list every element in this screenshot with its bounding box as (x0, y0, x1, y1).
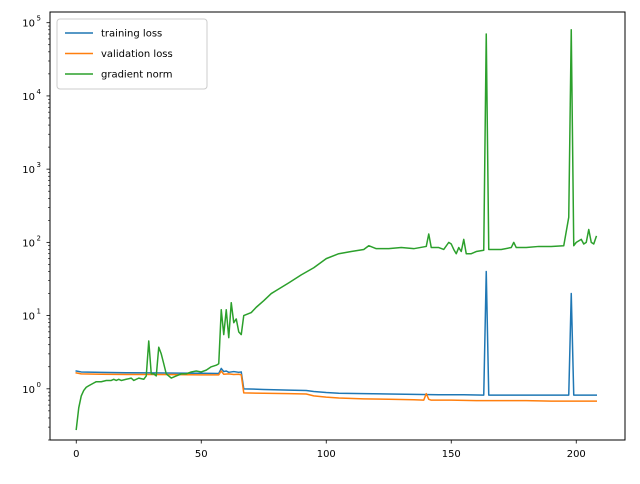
y-tick-label-base: 10 (22, 238, 35, 249)
legend-item: training loss (65, 29, 162, 40)
x-tick-label: 150 (442, 449, 461, 460)
y-tick-label-base: 10 (22, 312, 35, 323)
y-tick-label-base: 10 (22, 92, 35, 103)
y-tick-label: 10 4 (22, 88, 41, 103)
series-line-validation-loss (75, 370, 597, 402)
x-tick-label: 200 (567, 449, 586, 460)
y-tick-label-base: 10 (22, 385, 35, 396)
y-tick-label-exponent: 2 (37, 234, 41, 242)
y-tick-label-exponent: 3 (37, 161, 41, 169)
x-tick-label: 0 (73, 449, 79, 460)
x-tick-label: 50 (195, 449, 208, 460)
legend-label: gradient norm (101, 70, 172, 81)
legend-item: gradient norm (65, 70, 172, 81)
legend: training loss validation loss gradient nor… (56, 18, 208, 90)
series-line-gradient-norm (75, 29, 598, 431)
legend-item: validation loss (65, 49, 173, 60)
y-tick-label: 10 0 (22, 381, 41, 396)
legend-label: training loss (101, 29, 162, 40)
x-axis-ticks: 0 50 100 150 200 (73, 440, 586, 460)
y-tick-label-exponent: 0 (37, 381, 41, 389)
legend-entries: training loss validation loss gradient nor… (65, 29, 173, 81)
axes-frame (49, 11, 626, 441)
legend-box (56, 18, 208, 90)
y-tick-label-base: 10 (22, 19, 35, 30)
series-layer (75, 29, 598, 431)
series-line-training-loss (75, 270, 597, 396)
x-tick-label: 100 (317, 449, 336, 460)
y-tick-label: 10 2 (22, 234, 41, 249)
y-tick-label: 10 1 (22, 308, 41, 323)
y-tick-label: 10 5 (22, 15, 41, 30)
y-tick-label-exponent: 5 (37, 15, 41, 23)
y-tick-label: 10 3 (22, 161, 41, 176)
y-tick-label-exponent: 1 (37, 308, 41, 316)
y-tick-label-base: 10 (22, 165, 35, 176)
y-tick-label-exponent: 4 (37, 88, 42, 96)
legend-label: validation loss (101, 49, 173, 60)
